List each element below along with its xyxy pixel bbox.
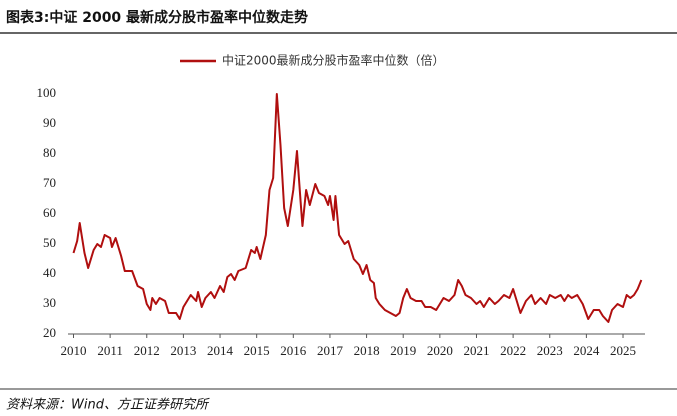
y-tick-label: 100 — [37, 85, 57, 100]
y-tick-label: 30 — [43, 295, 56, 310]
x-tick-label: 2010 — [60, 343, 86, 358]
x-tick-label: 2019 — [390, 343, 416, 358]
x-tick-label: 2025 — [610, 343, 636, 358]
y-tick-label: 80 — [43, 145, 56, 160]
source: 资料来源：Wind、方正证券研究所 — [6, 397, 210, 413]
x-tick-label: 2022 — [500, 343, 526, 358]
x-tick-label: 2011 — [97, 343, 123, 358]
x-tick-label: 2024 — [573, 343, 600, 358]
x-tick-label: 2012 — [134, 343, 160, 358]
x-tick-label: 2020 — [427, 343, 453, 358]
y-tick-label: 40 — [43, 265, 56, 280]
y-tick-label: 50 — [43, 235, 56, 250]
x-tick-label: 2015 — [244, 343, 270, 358]
legend-label: 中证2000最新成分股市盈率中位数（倍） — [222, 53, 445, 68]
y-tick-label: 90 — [43, 115, 56, 130]
chart-title: 图表3:中证 2000 最新成分股市盈率中位数走势 — [6, 9, 308, 26]
y-tick-label: 60 — [43, 205, 56, 220]
x-tick-label: 2023 — [537, 343, 563, 358]
y-tick-label: 20 — [43, 325, 56, 340]
x-tick-label: 2014 — [207, 343, 234, 358]
x-tick-label: 2017 — [317, 343, 344, 358]
series-line — [72, 93, 643, 323]
x-tick-label: 2021 — [463, 343, 489, 358]
x-tick-label: 2013 — [170, 343, 196, 358]
x-tick-label: 2018 — [354, 343, 380, 358]
y-tick-label: 70 — [43, 175, 56, 190]
x-tick-label: 2016 — [280, 343, 307, 358]
